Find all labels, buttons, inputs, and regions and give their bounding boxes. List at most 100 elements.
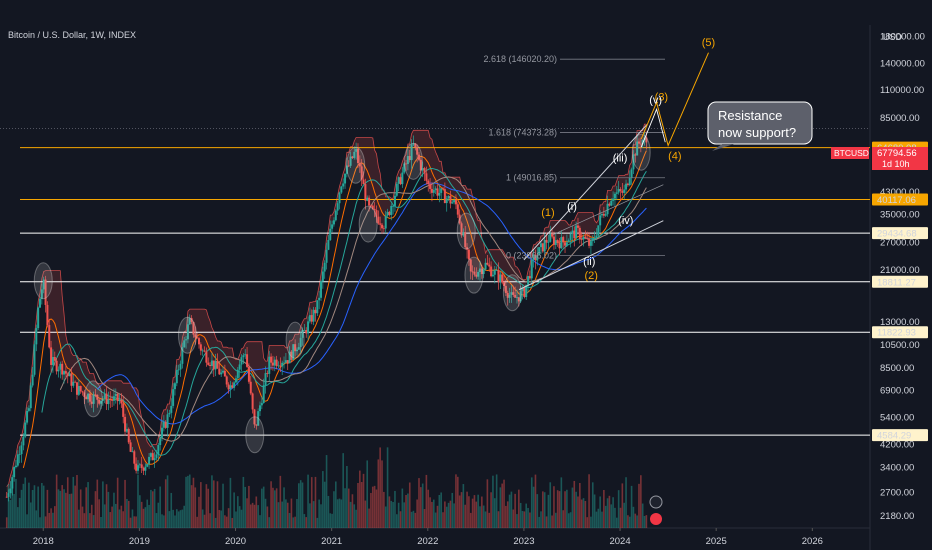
volume-bar bbox=[457, 476, 459, 528]
volume-bar bbox=[161, 514, 163, 528]
candle bbox=[488, 257, 491, 272]
candle bbox=[514, 286, 517, 298]
candle bbox=[473, 267, 476, 277]
candle bbox=[234, 375, 237, 384]
candle bbox=[355, 142, 358, 160]
candle bbox=[549, 225, 552, 243]
candle bbox=[271, 355, 274, 371]
candle bbox=[259, 401, 262, 417]
volume-bar bbox=[554, 512, 557, 528]
volume-bar bbox=[591, 482, 594, 528]
volume-bar bbox=[604, 505, 607, 528]
candle bbox=[573, 226, 576, 247]
candle bbox=[192, 321, 195, 338]
volume-bar bbox=[283, 487, 285, 528]
volume-bar bbox=[187, 475, 189, 528]
volume-bar bbox=[216, 481, 219, 528]
candle-body bbox=[112, 396, 115, 401]
candle bbox=[92, 391, 95, 413]
candle bbox=[51, 349, 54, 373]
candle-body bbox=[148, 456, 151, 464]
candle-body bbox=[377, 216, 380, 224]
candle-body bbox=[109, 399, 112, 401]
volume-bar bbox=[166, 475, 169, 528]
candle bbox=[196, 332, 199, 339]
candles bbox=[5, 129, 648, 502]
candle bbox=[292, 344, 295, 361]
candle-body bbox=[625, 183, 628, 190]
candle bbox=[366, 195, 369, 202]
candle bbox=[597, 225, 600, 238]
callout-line-1: Resistance bbox=[718, 108, 782, 123]
symbol-badge-text: BTCUSD bbox=[834, 148, 869, 158]
candle-body bbox=[615, 192, 618, 194]
volume-bar bbox=[89, 513, 91, 528]
fib-label: 1.618 (74373.28) bbox=[488, 127, 557, 137]
candle bbox=[172, 383, 175, 409]
candle bbox=[340, 185, 343, 194]
candle-body bbox=[569, 233, 572, 241]
candle bbox=[599, 210, 602, 232]
candle bbox=[284, 353, 287, 364]
volume-bar bbox=[46, 489, 49, 528]
level-label-text: 40117.06 bbox=[877, 195, 916, 206]
candle-body bbox=[532, 254, 535, 260]
candle-body bbox=[14, 465, 17, 468]
candle-body bbox=[11, 477, 14, 489]
candle-body bbox=[506, 292, 509, 298]
candle bbox=[388, 210, 391, 217]
candle bbox=[222, 365, 225, 374]
currency-label[interactable]: USD bbox=[883, 32, 903, 42]
candle-body bbox=[194, 334, 197, 338]
candle-body bbox=[308, 315, 311, 322]
candle bbox=[255, 424, 258, 430]
candle bbox=[159, 435, 162, 451]
volume-bar bbox=[66, 477, 69, 528]
wave-label: (ii) bbox=[583, 256, 595, 268]
candle bbox=[493, 266, 496, 284]
candle bbox=[18, 446, 21, 464]
volume-bar bbox=[375, 489, 378, 528]
candle-body bbox=[641, 140, 644, 144]
candle-body bbox=[503, 282, 506, 286]
volume-bar bbox=[505, 505, 507, 528]
candle bbox=[75, 382, 78, 400]
volume-bar bbox=[103, 504, 106, 528]
volume-bar bbox=[292, 517, 295, 528]
candle-body bbox=[475, 274, 478, 277]
candle-body bbox=[366, 197, 369, 201]
volume-bar bbox=[440, 492, 442, 528]
candle-body bbox=[44, 279, 47, 305]
candle-body bbox=[316, 300, 319, 314]
price-tick-label: 140000.00 bbox=[880, 59, 925, 70]
candle-body bbox=[327, 239, 330, 250]
volume-bar bbox=[177, 511, 180, 528]
ma-brown bbox=[59, 176, 647, 442]
volume-bar bbox=[61, 485, 63, 528]
candle-body bbox=[499, 274, 502, 282]
time-tick-label: 2025 bbox=[706, 536, 727, 547]
candle bbox=[417, 152, 420, 162]
volume-bar bbox=[640, 475, 642, 528]
candle-body bbox=[234, 378, 237, 383]
candle-body bbox=[27, 408, 30, 411]
candle-body bbox=[63, 371, 66, 375]
replay-button-icon bbox=[649, 495, 663, 509]
candle bbox=[602, 206, 605, 219]
candle bbox=[170, 398, 173, 419]
pivot-highlight bbox=[33, 262, 53, 300]
candle bbox=[295, 347, 298, 356]
volume-bar bbox=[63, 489, 65, 528]
volume-bar bbox=[327, 495, 330, 528]
volume-bar bbox=[383, 491, 385, 528]
candle bbox=[105, 386, 108, 410]
price-tick-label: 5400.00 bbox=[880, 412, 914, 423]
candle bbox=[197, 336, 200, 349]
candle-body bbox=[220, 372, 223, 375]
candle-body bbox=[478, 268, 481, 272]
candle-body bbox=[636, 141, 639, 156]
candle bbox=[283, 356, 286, 369]
candle bbox=[373, 202, 376, 218]
candle bbox=[364, 178, 367, 210]
